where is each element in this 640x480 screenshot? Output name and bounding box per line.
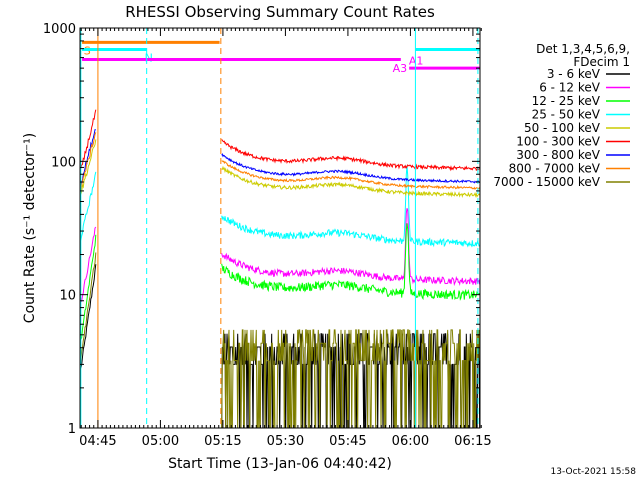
flag-label: N	[145, 51, 153, 64]
x-tick-label: 06:00	[392, 434, 429, 449]
legend-label: 6 - 12 keV	[539, 81, 601, 95]
legend-label: 3 - 6 keV	[547, 67, 601, 81]
marker-layer	[80, 28, 479, 428]
y-tick-label: 10	[59, 289, 76, 304]
series-line-pre-gap	[80, 226, 97, 303]
legend-label: 50 - 100 keV	[524, 121, 601, 135]
series-line-7000-15000-kev	[221, 329, 480, 428]
legend-header-line-2: FDecim 1	[573, 55, 630, 69]
x-axis: 04:45 05:00 05:15 05:30 05:45 06:00 06:15	[79, 28, 492, 449]
x-axis-label: Start Time (13-Jan-06 04:40:42)	[168, 456, 392, 472]
series-line-50-100-kev	[221, 165, 480, 198]
series-line-pre-gap	[80, 132, 97, 191]
flag-layer: SNA1A3	[82, 40, 480, 75]
flag-label: A1	[409, 55, 424, 68]
series-line-pre-gap	[80, 139, 97, 195]
x-tick-label: 05:30	[267, 434, 304, 449]
footer-timestamp: 13-Oct-2021 15:58	[551, 467, 637, 477]
series-line-pre-gap	[80, 171, 97, 241]
legend-label: 12 - 25 keV	[532, 94, 601, 108]
series-line-pre-gap	[80, 264, 97, 369]
y-tick-label: 1	[68, 422, 76, 437]
series-line-pre-gap	[80, 109, 97, 169]
legend-header-line-1: Det 1,3,4,5,6,9,	[536, 42, 630, 56]
chart-title: RHESSI Observing Summary Count Rates	[125, 3, 435, 21]
series-line-12-25-kev	[221, 223, 480, 301]
y-tick-label: 100	[51, 155, 76, 170]
series-layer	[80, 109, 480, 428]
y-axis-label: Count Rate (s⁻¹ detector⁻¹)	[22, 133, 38, 323]
plot-frame	[79, 27, 481, 429]
flag-label: A3	[393, 62, 408, 75]
x-tick-label: 04:45	[79, 434, 116, 449]
x-tick-label: 05:45	[329, 434, 366, 449]
series-line-6-12-kev	[221, 208, 480, 287]
y-axis: 1 10 100 1000	[43, 22, 480, 437]
series-line-300-800-kev	[221, 153, 480, 184]
series-line-pre-gap	[80, 234, 97, 340]
x-tick-label: 06:15	[454, 434, 491, 449]
legend-label: 800 - 7000 keV	[509, 162, 601, 176]
legend-label: 25 - 50 keV	[532, 108, 601, 122]
series-line-800-7000-kev	[221, 160, 480, 190]
legend-label: 300 - 800 keV	[516, 148, 600, 162]
series-line-pre-gap	[80, 252, 97, 361]
y-tick-label: 1000	[43, 22, 76, 37]
series-line-100-300-kev	[221, 139, 480, 172]
x-tick-label: 05:15	[204, 434, 241, 449]
series-line-25-50-kev	[221, 165, 480, 248]
legend-label: 100 - 300 keV	[516, 135, 600, 149]
x-tick-label: 05:00	[142, 434, 179, 449]
legend-label: 7000 - 15000 keV	[493, 175, 600, 189]
